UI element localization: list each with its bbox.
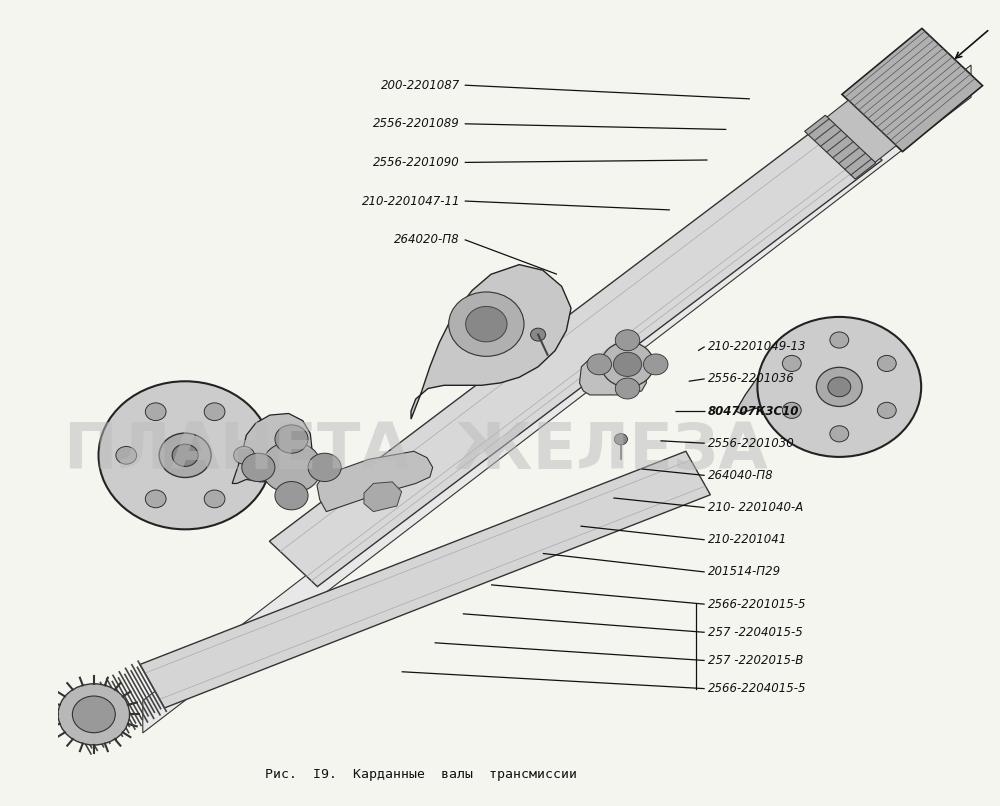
Text: 264020-П8: 264020-П8 [394,233,460,246]
Circle shape [614,434,628,445]
Text: 200-2201087: 200-2201087 [381,79,460,92]
Circle shape [449,292,524,356]
Circle shape [204,403,225,421]
Circle shape [172,444,198,467]
Text: 2556-2201030: 2556-2201030 [708,437,794,450]
Text: 804707К3C10: 804707К3C10 [708,405,799,418]
Circle shape [615,330,640,351]
Text: Рис.  I9.  Карданные  валы  трансмиссии: Рис. I9. Карданные валы трансмиссии [265,768,577,781]
Text: 2556-2201090: 2556-2201090 [373,156,460,169]
Circle shape [234,447,254,464]
Ellipse shape [757,317,921,457]
Circle shape [242,453,275,481]
Text: 210-2201049-13: 210-2201049-13 [708,340,806,353]
Circle shape [72,696,115,733]
Polygon shape [364,482,402,512]
Text: 264040-П8: 264040-П8 [708,469,773,482]
Circle shape [466,306,507,342]
Circle shape [275,481,308,510]
Text: 210- 2201040-A: 210- 2201040-A [708,501,803,514]
Circle shape [58,683,130,745]
Ellipse shape [99,381,272,530]
Circle shape [601,342,654,387]
Text: 257 -2202015-B: 257 -2202015-B [708,654,803,667]
Text: 257 -2204015-5: 257 -2204015-5 [708,625,802,639]
Circle shape [782,355,801,372]
Circle shape [145,403,166,421]
Text: 210-2201047-11: 210-2201047-11 [361,194,460,207]
Text: ПЛАНЕТА  ЖЕЛЕЗА: ПЛАНЕТА ЖЕЛЕЗА [64,420,768,482]
Polygon shape [140,451,710,708]
Text: 201514-П29: 201514-П29 [708,566,781,579]
Polygon shape [269,114,882,587]
Text: 2556-2201089: 2556-2201089 [373,118,460,131]
Text: 2556-2201036: 2556-2201036 [708,372,794,385]
Circle shape [204,490,225,508]
Polygon shape [143,65,971,733]
Polygon shape [842,28,983,152]
Polygon shape [317,451,433,512]
Polygon shape [825,100,896,164]
Circle shape [116,447,137,464]
Circle shape [308,453,341,481]
Circle shape [782,402,801,418]
Polygon shape [736,345,844,413]
Polygon shape [805,115,876,179]
Circle shape [615,378,640,399]
Circle shape [531,328,546,341]
Circle shape [261,442,322,493]
Polygon shape [411,264,571,419]
Polygon shape [580,359,646,395]
Circle shape [877,402,896,418]
Polygon shape [232,413,312,484]
Text: 210-2201041: 210-2201041 [708,534,787,546]
Text: 2566-2204015-5: 2566-2204015-5 [708,682,806,695]
Circle shape [877,355,896,372]
Circle shape [828,377,851,397]
Circle shape [587,354,612,375]
Circle shape [145,490,166,508]
Circle shape [644,354,668,375]
Circle shape [816,368,862,406]
Circle shape [830,426,849,442]
Text: 2566-2201015-5: 2566-2201015-5 [708,598,806,611]
Circle shape [275,425,308,453]
Circle shape [830,332,849,348]
Circle shape [159,433,211,477]
Circle shape [613,352,642,376]
